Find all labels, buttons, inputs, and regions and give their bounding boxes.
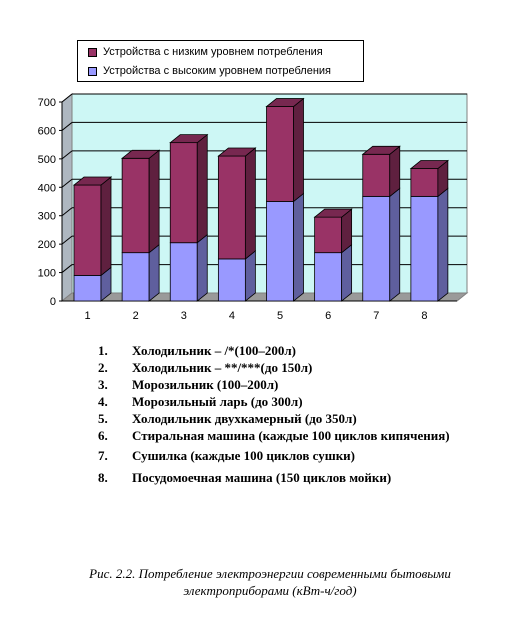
- bar-high-side: [341, 243, 353, 302]
- gridline-side: [61, 207, 73, 217]
- bar-high-front: [314, 252, 343, 302]
- list-item: 3. Морозильник (100–200л): [98, 376, 460, 393]
- legend-label-high: Устройства с высоким уровнем потребления: [103, 65, 331, 77]
- legend: Устройства с низким уровнем потребления …: [77, 40, 364, 82]
- bar-low-top: [265, 98, 305, 107]
- gridline-side: [61, 150, 73, 160]
- list-text: Холодильник – /*(100–200л): [132, 343, 297, 358]
- gridline-side: [61, 122, 73, 131]
- list-number: 8.: [98, 470, 108, 485]
- list-number: 6.: [98, 428, 108, 443]
- legend-swatch-high: [88, 67, 97, 76]
- bar-high-side: [148, 243, 160, 302]
- bar-high-side: [244, 250, 256, 302]
- bar-high-front: [169, 242, 198, 302]
- bar-high-side: [437, 187, 449, 302]
- list-number: 2.: [98, 360, 108, 375]
- bar-high-side: [389, 187, 401, 302]
- chart: 0 100 200 300 400 500 600 700 1 2 3 4 5 6 7 8: [38, 92, 469, 322]
- y-tick-label: 500: [38, 154, 56, 166]
- list-number: 1.: [98, 343, 108, 358]
- bar-low-front: [217, 155, 246, 260]
- bar-low-side: [389, 145, 401, 198]
- list-item: 7. Сушилка (каждые 100 циклов сушки): [98, 447, 460, 464]
- bar-high-side: [196, 233, 208, 302]
- list-number: 4.: [98, 394, 108, 409]
- bar-low-front: [362, 153, 391, 197]
- x-tick-label: 4: [229, 310, 235, 322]
- bar-high-front: [121, 252, 150, 302]
- bar-low-side: [244, 147, 256, 260]
- list-number: 7.: [98, 448, 108, 463]
- appliance-list: 1. Холодильник – /*(100–200л) 2. Холодильн…: [98, 342, 460, 486]
- bar-low-side: [100, 176, 112, 277]
- list-item: 4. Морозильный ларь (до 300л): [98, 393, 460, 410]
- bar-low-front: [169, 142, 198, 244]
- legend-label-low: Устройства с низким уровнем потребления: [103, 46, 323, 58]
- list-text: Морозильный ларь (до 300л): [132, 394, 303, 409]
- list-text: Сушилка (каждые 100 циклов сушки): [132, 448, 356, 463]
- bar-low-front: [410, 168, 439, 197]
- bar-low-top: [72, 176, 113, 186]
- x-tick-label: 3: [181, 310, 187, 322]
- gridline-side: [61, 235, 73, 245]
- list-text: Посудомоечная машина (150 циклов мойки): [132, 470, 392, 485]
- y-tick-label: 100: [38, 268, 56, 280]
- y-tick-label: 600: [38, 125, 56, 137]
- gridline-side: [61, 264, 73, 273]
- list-text: Морозильник (100–200л): [132, 377, 279, 392]
- list-item: 8. Посудомоечная машина (150 циклов мойки…: [98, 469, 460, 486]
- bar-low-top: [361, 145, 401, 155]
- bar-low-side: [196, 133, 208, 244]
- bar-low-top: [120, 149, 161, 159]
- bar-low-front: [121, 157, 150, 254]
- list-text: Холодильник двухкамерный (до 350л): [132, 411, 357, 426]
- chart-side-wall: [61, 92, 73, 303]
- bar-low-front: [314, 216, 343, 254]
- x-tick-label: 5: [277, 310, 283, 322]
- bar-high-front: [73, 275, 102, 302]
- y-tick-label: 300: [38, 211, 56, 223]
- bar-low-top: [217, 147, 257, 157]
- gridline-side: [61, 178, 73, 188]
- x-tick-label: 7: [373, 310, 379, 322]
- x-tick-label: 2: [133, 310, 139, 322]
- list-item: 1. Холодильник – /*(100–200л): [98, 342, 460, 359]
- bar-low-front: [266, 106, 294, 202]
- list-number: 5.: [98, 411, 108, 426]
- y-tick-label: 400: [38, 182, 56, 194]
- bar-low-side: [148, 149, 160, 254]
- y-tick-label: 200: [38, 239, 56, 251]
- x-tick-label: 8: [421, 310, 427, 322]
- legend-swatch-low: [88, 48, 97, 57]
- bar-low-top: [409, 160, 450, 169]
- x-tick-label: 6: [325, 310, 331, 322]
- list-item: 5. Холодильник двухкамерный (до 350л): [98, 410, 460, 427]
- list-item: 2. Холодильник – **/***(до 150л): [98, 359, 460, 376]
- bar-high-front: [266, 201, 294, 302]
- y-tick-label: 700: [38, 97, 56, 109]
- bar-high-front: [217, 258, 246, 302]
- bar-low-top: [169, 134, 209, 144]
- figure-caption: Рис. 2.2. Потребление электроэнергии сов…: [89, 566, 451, 598]
- y-tick-label: 0: [50, 296, 56, 308]
- bar-high-front: [362, 195, 391, 302]
- bar-low-front: [73, 184, 102, 276]
- list-text: Стиральная машина (каждые 100 циклов кип…: [132, 428, 450, 443]
- x-tick-label: 1: [84, 310, 90, 322]
- bar-low-side: [293, 97, 304, 203]
- bar-low-top: [313, 208, 353, 218]
- list-number: 3.: [98, 377, 108, 392]
- list-text: Холодильник – **/***(до 150л): [132, 360, 313, 375]
- gridline-side: [61, 93, 73, 103]
- list-item: 6. Стиральная машина (каждые 100 циклов к…: [98, 427, 460, 444]
- bar-high-front: [410, 195, 439, 302]
- bar-high-side: [293, 192, 304, 302]
